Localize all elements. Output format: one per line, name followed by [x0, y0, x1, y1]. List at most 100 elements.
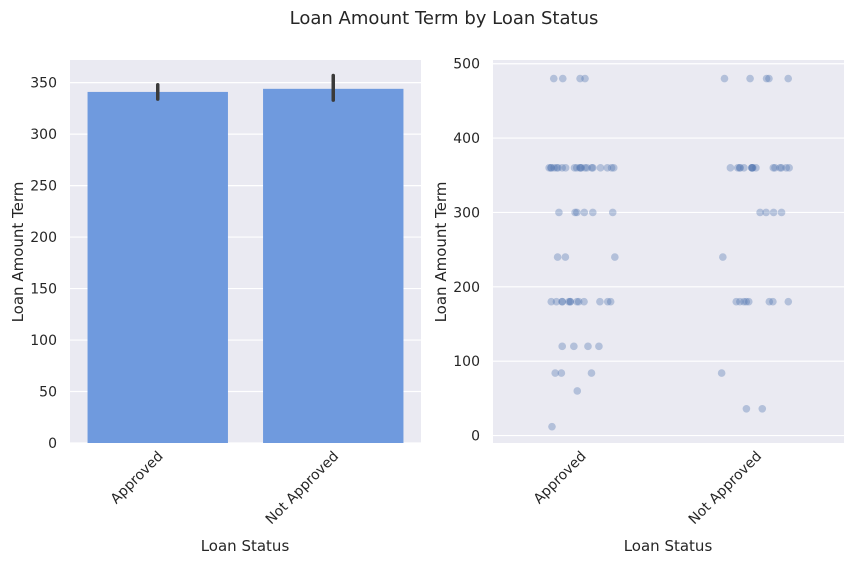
data-point [557, 369, 566, 377]
data-point [581, 74, 589, 83]
data-point [776, 164, 784, 172]
data-point [547, 164, 555, 172]
data-point [733, 164, 742, 172]
data-point [596, 164, 605, 172]
data-point [548, 422, 556, 431]
data-point [771, 164, 779, 172]
bar-chart-x-tick-label: Not Approved [263, 449, 342, 528]
data-point [742, 404, 751, 413]
data-point [581, 164, 589, 172]
data-point [561, 253, 570, 261]
bar-chart-y-tick-label: 200 [30, 230, 57, 246]
data-point [735, 164, 744, 172]
data-point [573, 297, 581, 306]
data-point [609, 164, 618, 172]
data-point [589, 208, 597, 217]
data-point [765, 297, 774, 306]
data-point [748, 164, 756, 172]
strip-chart-points [545, 74, 793, 431]
bar-chart-y-tick-label: 350 [30, 76, 57, 92]
data-point [736, 297, 744, 306]
strip-chart-y-ticks: 0 100 200 300 400 500 [453, 57, 480, 445]
data-point [589, 164, 597, 172]
bar-chart-panel: 0 50 100 150 200 250 300 350 Approved Not Approv… [9, 60, 421, 555]
data-point [552, 297, 561, 306]
data-point [607, 164, 616, 172]
bar-chart-error-bars [156, 73, 335, 102]
strip-chart-x-tick-label: Not Approved [686, 449, 765, 528]
data-point [777, 164, 786, 172]
data-point [769, 164, 778, 172]
data-point [785, 164, 793, 172]
strip-chart-y-tick-label: 400 [453, 131, 480, 147]
data-point [550, 164, 558, 172]
data-point [584, 342, 592, 351]
data-point [748, 164, 756, 172]
data-point [576, 164, 585, 172]
bar-chart-bars [87, 88, 404, 444]
data-point [740, 164, 748, 172]
data-point [765, 74, 773, 83]
strip-chart-gridlines [493, 63, 844, 437]
data-point [552, 164, 561, 172]
bar-chart-x-ticks: Approved Not Approved [108, 449, 342, 528]
data-point [611, 253, 619, 261]
data-point [571, 208, 579, 217]
data-point [769, 208, 778, 217]
data-point [545, 164, 553, 172]
data-point [570, 342, 578, 351]
data-point [777, 208, 786, 217]
data-point [553, 253, 562, 261]
data-point [732, 297, 741, 306]
strip-chart-x-ticks: Approved Not Approved [531, 449, 765, 528]
strip-chart-y-tick-label: 100 [453, 354, 480, 370]
data-point [758, 404, 767, 413]
data-point [762, 74, 771, 83]
data-point [596, 297, 604, 306]
data-point [748, 164, 757, 172]
strip-chart-x-axis-label: Loan Status [624, 537, 713, 555]
data-point [719, 253, 727, 261]
data-point [555, 208, 563, 217]
data-point [762, 208, 770, 217]
data-point [717, 369, 726, 377]
data-point [570, 164, 579, 172]
data-point [573, 208, 581, 217]
bar-chart-y-ticks: 0 50 100 150 200 250 300 350 [30, 76, 57, 452]
data-point [603, 164, 612, 172]
bar-chart-y-tick-label: 300 [30, 127, 57, 143]
bar-chart-y-tick-label: 100 [30, 333, 57, 349]
data-point [576, 164, 584, 172]
data-point [577, 164, 585, 172]
data-point [736, 164, 744, 172]
data-point [580, 208, 589, 217]
data-point [588, 164, 596, 172]
data-point [606, 297, 615, 306]
data-point [752, 164, 760, 172]
data-point [549, 74, 558, 83]
strip-chart-y-tick-label: 0 [471, 429, 480, 445]
data-point [583, 164, 591, 172]
data-point [782, 164, 791, 172]
data-point [572, 164, 581, 172]
data-point [740, 297, 748, 306]
data-point [574, 297, 583, 306]
data-point [561, 164, 570, 172]
bar-chart-x-axis-label: Loan Status [201, 537, 290, 555]
data-point [742, 297, 751, 306]
data-point [558, 74, 567, 83]
data-point [566, 297, 575, 306]
data-point [565, 297, 573, 306]
data-point [587, 369, 596, 377]
strip-chart-x-tick-label: Approved [531, 449, 590, 508]
data-point [558, 297, 567, 306]
bar-chart-y-tick-label: 50 [39, 385, 57, 401]
data-point [554, 164, 562, 172]
data-point [573, 387, 582, 395]
data-point [726, 164, 735, 172]
strip-chart-y-tick-label: 300 [453, 205, 480, 221]
data-point [756, 208, 764, 217]
bar-chart-y-tick-label: 0 [48, 436, 57, 452]
data-point [558, 297, 566, 306]
